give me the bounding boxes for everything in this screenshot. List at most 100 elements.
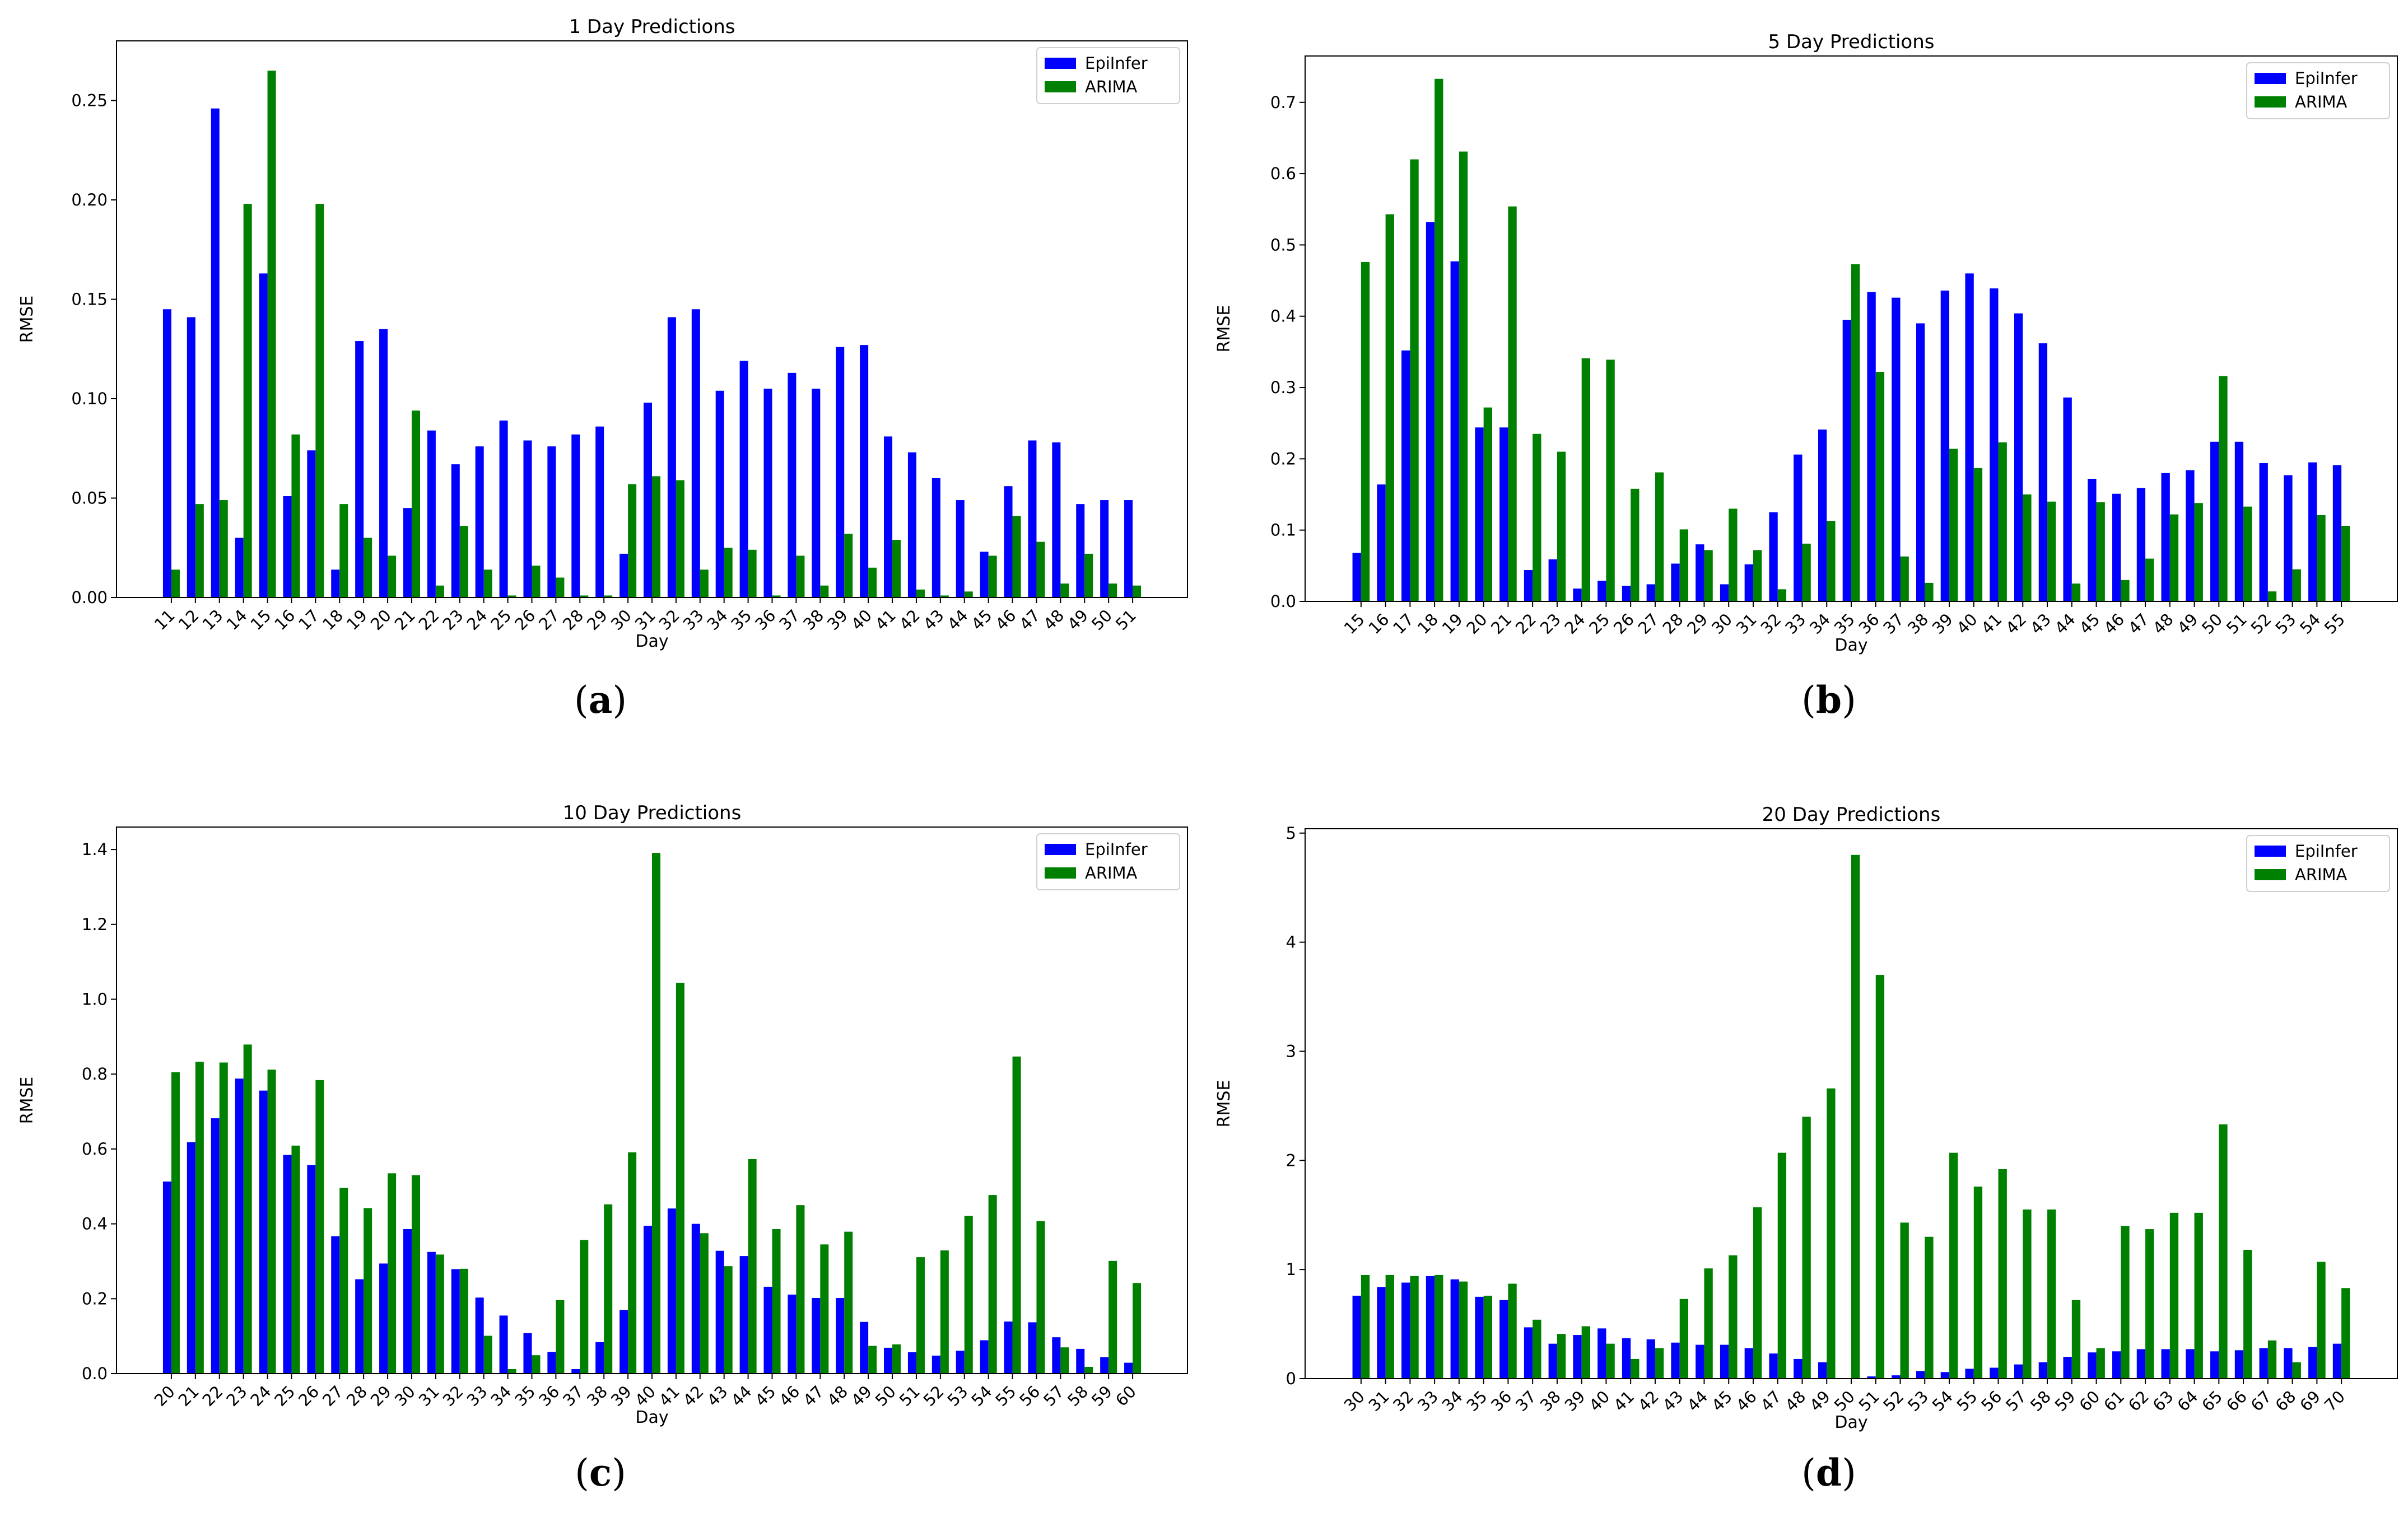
arima-legend-swatch (1045, 81, 1076, 92)
arima-bar-36 (1508, 1283, 1517, 1379)
epiinfer-bar-34 (1450, 1279, 1459, 1379)
x-tick-label: 47 (2125, 610, 2153, 638)
arima-bar-48 (1060, 583, 1069, 597)
x-tick-label: 33 (1781, 610, 1809, 638)
epiinfer-bar-40 (860, 345, 869, 597)
epiinfer-bar-42 (2014, 313, 2023, 601)
epiinfer-bar-27 (331, 1236, 340, 1374)
epiinfer-bar-61 (2112, 1351, 2121, 1379)
epiinfer-bar-43 (2038, 343, 2048, 601)
x-tick-label: 60 (1112, 1382, 1140, 1410)
x-tick-label: 51 (1855, 1387, 1883, 1415)
arima-bar-67 (2267, 1340, 2277, 1379)
x-tick-label: 27 (1634, 610, 1662, 638)
x-tick-label: 64 (2173, 1387, 2201, 1415)
arima-bar-19 (1459, 151, 1468, 602)
x-tick-label: 48 (2149, 610, 2177, 638)
epiinfer-bar-50 (884, 1347, 893, 1374)
x-tick-label: 20 (1463, 610, 1491, 638)
epiinfer-bar-38 (595, 1342, 604, 1374)
epiinfer-bar-22 (1524, 569, 1533, 601)
epiinfer-bar-21 (403, 508, 412, 597)
epiinfer-bar-37 (571, 1369, 580, 1374)
x-tick-label: 36 (1487, 1387, 1515, 1415)
arima-bar-19 (364, 538, 372, 597)
y-tick-label: 0.4 (1270, 307, 1296, 326)
arima-bar-40 (868, 567, 877, 597)
arima-bar-31 (435, 1254, 444, 1374)
epiinfer-bar-20 (379, 329, 388, 597)
arima-bar-35 (748, 549, 757, 597)
epiinfer-bar-57 (2014, 1364, 2023, 1379)
epiinfer-bar-32 (1769, 512, 1778, 601)
arima-bar-46 (2121, 580, 2130, 601)
epiinfer-bar-35 (1842, 320, 1851, 601)
x-tick-label: 60 (2075, 1387, 2103, 1415)
arima-bar-40 (652, 853, 661, 1374)
arima-bar-21 (411, 410, 420, 597)
arima-bar-15 (1361, 261, 1370, 601)
x-tick-label: 29 (1683, 610, 1711, 638)
x-tick-label: 31 (1364, 1387, 1392, 1415)
y-tick-label: 3 (1286, 1042, 1296, 1061)
y-tick-label: 4 (1286, 933, 1296, 952)
arima-bar-32 (1777, 589, 1787, 601)
arima-bar-37 (1900, 556, 1909, 601)
epiinfer-bar-24 (475, 446, 484, 597)
arima-bar-16 (1385, 214, 1394, 601)
epiinfer-bar-35 (739, 361, 748, 597)
epiinfer-bar-46 (2112, 493, 2121, 601)
x-tick-label: 21 (1487, 610, 1515, 638)
epiinfer-bar-31 (643, 403, 652, 597)
epiinfer-bar-12 (187, 317, 195, 597)
x-axis-label: Day (635, 632, 668, 651)
arima-bar-46 (1753, 1207, 1762, 1379)
legend: EpiInfer ARIMA (2246, 835, 2390, 892)
arima-bar-22 (435, 585, 444, 597)
epiinfer-bar-43 (1671, 1342, 1680, 1379)
arima-bar-41 (1998, 442, 2007, 601)
arima-bar-53 (964, 1216, 973, 1374)
y-tick-label: 0.10 (71, 389, 108, 408)
arima-bar-51 (1875, 975, 1885, 1379)
epiinfer-bar-49 (1076, 504, 1085, 597)
epiinfer-bar-49 (860, 1321, 869, 1374)
epiinfer-bar-21 (187, 1142, 195, 1374)
arima-bar-27 (556, 577, 565, 597)
arima-bar-49 (2194, 503, 2203, 601)
epiinfer-bar-47 (2136, 488, 2146, 601)
epiinfer-bar-49 (2186, 470, 2195, 601)
x-tick-label: 47 (1757, 1387, 1785, 1415)
epiinfer-bar-19 (1450, 261, 1459, 601)
epiinfer-bar-39 (1940, 290, 1950, 601)
arima-bar-38 (1557, 1334, 1566, 1379)
y-axis-label: RMSE (17, 296, 37, 343)
arima-bar-45 (1729, 1255, 1738, 1379)
y-tick-label: 0.00 (71, 588, 108, 607)
x-tick-label: 44 (1683, 1387, 1711, 1415)
epiinfer-bar-29 (595, 426, 604, 597)
arima-bar-17 (1410, 159, 1419, 601)
epiinfer-legend-swatch (1045, 58, 1076, 69)
x-tick-label: 32 (1757, 610, 1785, 638)
arima-bar-46 (1012, 516, 1021, 597)
arima-bar-70 (2341, 1288, 2350, 1379)
x-tick-label: 24 (1561, 610, 1589, 638)
epiinfer-bar-51 (2234, 441, 2244, 601)
epiinfer-bar-33 (1426, 1276, 1435, 1379)
arima-bar-48 (2169, 514, 2179, 601)
arima-bar-37 (1533, 1319, 1541, 1379)
epiinfer-bar-52 (2259, 463, 2268, 601)
arima-bar-34 (1827, 521, 1836, 601)
x-tick-label: 51 (2223, 610, 2251, 638)
arima-bar-43 (1679, 1299, 1689, 1379)
legend: EpiInfer ARIMA (1036, 833, 1180, 890)
epiinfer-bar-45 (1720, 1344, 1729, 1379)
epiinfer-bar-38 (812, 389, 821, 597)
x-tick-label: 54 (2296, 610, 2324, 638)
epiinfer-bar-62 (2136, 1349, 2146, 1379)
x-tick-label: 23 (1536, 610, 1564, 638)
x-tick-label: 38 (1536, 1387, 1564, 1415)
arima-bar-32 (459, 1268, 468, 1374)
arima-bar-44 (748, 1159, 757, 1374)
